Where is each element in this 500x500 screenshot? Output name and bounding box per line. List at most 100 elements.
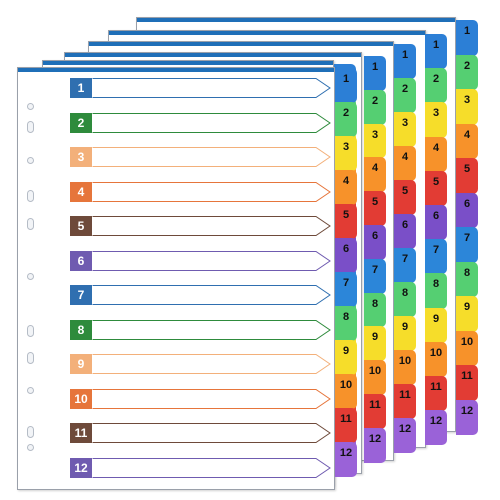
- divider-tab: 7: [425, 239, 447, 275]
- divider-tab: 11: [425, 376, 447, 412]
- divider-tab-label: 12: [398, 423, 412, 435]
- row-number-label: 5: [77, 219, 85, 233]
- divider-tab: 7: [364, 258, 386, 294]
- divider-tab-label: 8: [371, 297, 379, 310]
- divider-tab-label: 10: [398, 355, 412, 367]
- divider-tab: 4: [335, 170, 357, 205]
- divider-tab: 6: [456, 192, 478, 228]
- divider-tab-label: 4: [371, 162, 379, 175]
- divider-tab-label: 1: [401, 49, 409, 61]
- divider-tab-label: 7: [432, 244, 440, 257]
- row-number-box: 6: [70, 250, 92, 271]
- divider-tab: 4: [364, 157, 386, 193]
- divider-tab: 9: [364, 326, 386, 362]
- divider-tab: 1: [394, 44, 416, 79]
- divider-tab: 9: [456, 296, 478, 332]
- divider-tab-label: 7: [371, 263, 379, 276]
- divider-tab-label: 1: [342, 73, 350, 85]
- divider-tab-label: 11: [430, 381, 442, 393]
- row-number-box: 10: [70, 388, 92, 409]
- divider-tab-label: 5: [401, 185, 409, 197]
- row-number-box: 5: [70, 216, 92, 236]
- divider-tab-label: 4: [432, 141, 440, 154]
- row-number-box: 2: [70, 112, 92, 133]
- row-write-field: [92, 147, 331, 167]
- divider-tab: 5: [394, 180, 416, 215]
- row-write-field: [92, 285, 331, 305]
- divider-tab: 8: [425, 273, 447, 309]
- row-number-box: 1: [70, 78, 92, 98]
- divider-tab-label: 5: [432, 175, 440, 188]
- divider-tab: 8: [335, 306, 357, 341]
- row-write-field: [92, 250, 331, 271]
- divider-tab: 12: [425, 410, 447, 446]
- divider-tab: 12: [364, 427, 386, 463]
- divider-tab: 6: [335, 238, 357, 273]
- divider-tab: 2: [364, 89, 386, 125]
- divider-tab-label: 12: [339, 447, 353, 459]
- divider-tab-label: 4: [463, 128, 471, 141]
- punch-hole: [27, 218, 34, 230]
- row-number-label: 4: [77, 184, 85, 199]
- divider-tab: 4: [425, 136, 447, 172]
- divider-tab-label: 5: [342, 209, 350, 221]
- punch-hole: [27, 103, 34, 110]
- row-number-label: 10: [74, 391, 88, 406]
- divider-tab: 6: [394, 214, 416, 249]
- divider-tab: 10: [425, 341, 447, 377]
- divider-tab-label: 9: [401, 321, 409, 333]
- divider-tab-label: 11: [369, 399, 381, 411]
- divider-tab: 5: [335, 204, 357, 239]
- divider-tab: 5: [456, 158, 478, 194]
- divider-tab-label: 9: [463, 301, 471, 313]
- punch-hole: [27, 273, 34, 280]
- punch-hole: [27, 157, 34, 164]
- divider-tab: 2: [335, 102, 357, 137]
- divider-tab-label: 11: [461, 370, 473, 382]
- divider-tab-label: 8: [432, 278, 440, 291]
- divider-tab-label: 2: [401, 83, 409, 95]
- divider-tab: 2: [456, 54, 478, 90]
- divider-tab-label: 10: [339, 379, 353, 391]
- divider-tab: 8: [394, 282, 416, 317]
- divider-tab: 9: [335, 340, 357, 375]
- divider-tab: 8: [364, 292, 386, 328]
- divider-tab: 7: [335, 272, 357, 307]
- row-write-field: [92, 216, 331, 236]
- divider-tab-label: 9: [432, 312, 440, 325]
- divider-tab-label: 8: [342, 311, 350, 323]
- divider-tab: 10: [364, 360, 386, 395]
- divider-tab-label: 6: [371, 230, 379, 242]
- row-write-field: [92, 78, 331, 98]
- divider-tab: 6: [425, 205, 447, 241]
- punch-hole: [27, 352, 34, 364]
- divider-tab-label: 3: [342, 141, 350, 153]
- divider-tab: 3: [425, 102, 447, 138]
- divider-tab: 11: [364, 394, 386, 429]
- row-number-label: 9: [77, 357, 85, 371]
- row-write-field: [92, 457, 331, 478]
- row-number-box: 4: [70, 181, 92, 202]
- row-number-box: 7: [70, 285, 92, 305]
- divider-tab-label: 12: [429, 415, 443, 428]
- divider-tab-label: 6: [342, 243, 350, 255]
- divider-tab-label: 4: [342, 175, 350, 187]
- row-write-field: [92, 354, 331, 374]
- row-write-field: [92, 181, 331, 202]
- divider-tab: 3: [394, 112, 416, 147]
- divider-tab: 9: [394, 316, 416, 351]
- divider-tab: 1: [425, 34, 447, 70]
- divider-tab: 10: [394, 350, 416, 385]
- punch-hole: [27, 325, 34, 337]
- divider-tab-label: 1: [371, 61, 379, 73]
- divider-tab-label: 12: [368, 432, 382, 445]
- divider-tab: 12: [335, 442, 357, 477]
- divider-tab: 9: [425, 307, 447, 343]
- divider-tab-label: 7: [463, 232, 471, 244]
- divider-tab: 1: [335, 68, 357, 103]
- divider-tab-label: 8: [401, 287, 409, 299]
- row-number-label: 11: [74, 426, 88, 440]
- divider-tab: 3: [364, 123, 386, 159]
- divider-tab-label: 3: [432, 107, 440, 120]
- row-number-label: 8: [77, 322, 85, 337]
